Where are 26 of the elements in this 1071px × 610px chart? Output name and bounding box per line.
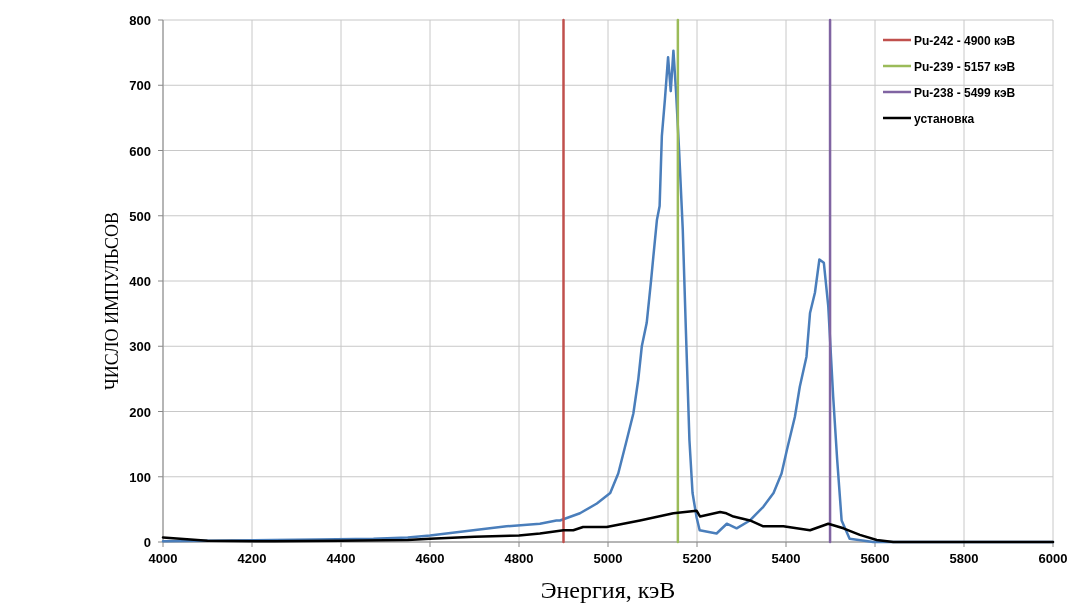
y-tick-label: 200 [129, 404, 151, 420]
y-tick-label: 100 [129, 469, 151, 485]
y-tick-label: 800 [129, 13, 151, 28]
y-tick-label: 700 [129, 78, 151, 94]
y-tick-label: 500 [129, 208, 151, 224]
x-tick-label: 6000 [1038, 551, 1068, 566]
x-tick-label: 4800 [504, 551, 534, 566]
x-tick-label: 5000 [593, 551, 623, 566]
legend-label: Pu-239 - 5157 кэВ [914, 60, 1016, 74]
legend-label: Pu-242 - 4900 кэВ [914, 34, 1016, 48]
x-tick-label: 4600 [415, 551, 445, 566]
x-tick-label: 5600 [860, 551, 890, 566]
legend-label: установка [914, 112, 975, 126]
y-axis-title: ЧИСЛО ИМПУЛЬСОВ [102, 212, 122, 390]
legend-label: Pu-238 - 5499 кэВ [914, 86, 1016, 100]
x-tick-label: 4400 [326, 551, 356, 566]
y-tick-label: 600 [129, 143, 151, 159]
y-tick-label: 0 [143, 535, 151, 550]
y-tick-label: 400 [129, 274, 151, 289]
x-tick-label: 5800 [949, 551, 979, 566]
x-axis-title: Энергия, кэВ [540, 577, 676, 603]
x-tick-label: 4200 [237, 551, 267, 566]
x-tick-label: 5200 [682, 551, 712, 566]
y-tick-label: 300 [129, 339, 151, 355]
x-tick-label: 5400 [771, 551, 801, 566]
x-tick-label: 4000 [148, 551, 178, 566]
